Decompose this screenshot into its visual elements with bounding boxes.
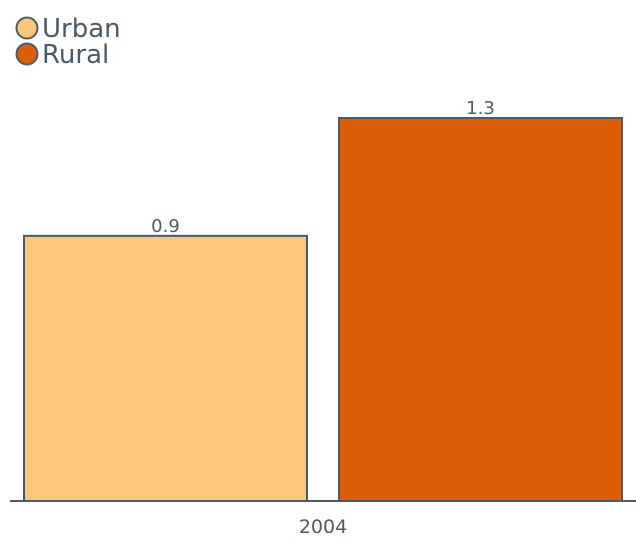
- legend-label-rural: Rural: [42, 40, 109, 70]
- x-tick-labels-group: 2004: [299, 516, 347, 537]
- x-tick-label-2004: 2004: [299, 516, 347, 533]
- legend-marker-rural: [15, 42, 39, 66]
- data-label-urban-2004: 0.9: [151, 216, 180, 237]
- bar-rural-2004: [338, 117, 623, 502]
- data-label-rural-2004: 1.3: [466, 98, 495, 119]
- data-labels-group: 0.9 1.3: [151, 98, 495, 237]
- bar-urban-2004: [23, 234, 308, 502]
- legend-label-urban: Urban: [42, 14, 121, 44]
- legend-marker-urban: [15, 16, 39, 40]
- bars-group: [23, 117, 623, 502]
